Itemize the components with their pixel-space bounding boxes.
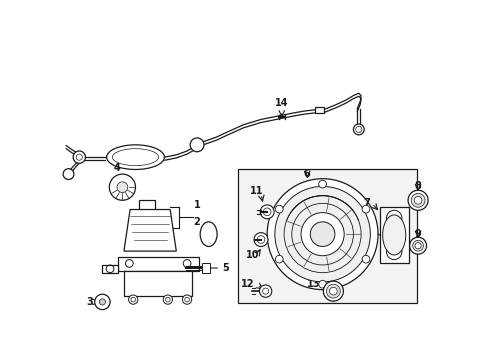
Circle shape [275, 255, 283, 263]
Bar [238, 169, 416, 303]
Circle shape [301, 213, 344, 256]
Circle shape [318, 180, 326, 188]
Text: 12: 12 [241, 279, 254, 289]
Circle shape [260, 205, 274, 219]
Circle shape [259, 285, 271, 297]
Circle shape [407, 190, 427, 210]
Circle shape [163, 295, 172, 304]
Bar [379, 207, 408, 263]
Circle shape [73, 151, 85, 163]
Circle shape [182, 295, 191, 304]
Circle shape [386, 210, 401, 226]
Circle shape [412, 240, 423, 251]
Text: 11: 11 [249, 186, 263, 196]
Text: 6: 6 [303, 169, 310, 179]
Text: 13: 13 [306, 279, 320, 289]
Text: 5: 5 [222, 263, 229, 273]
Circle shape [410, 193, 424, 207]
Text: 7: 7 [363, 198, 369, 208]
Text: 1: 1 [193, 200, 200, 210]
Circle shape [409, 237, 426, 254]
Polygon shape [123, 210, 176, 251]
Circle shape [254, 233, 267, 247]
Text: 8: 8 [414, 181, 421, 191]
Text: 10: 10 [245, 250, 259, 260]
Bar [123, 271, 192, 296]
Circle shape [353, 124, 364, 135]
Text: 9: 9 [414, 229, 421, 239]
Text: 3: 3 [86, 297, 93, 307]
Circle shape [326, 284, 340, 298]
Circle shape [361, 205, 369, 213]
Circle shape [63, 169, 74, 180]
Circle shape [361, 255, 369, 263]
Text: 14: 14 [274, 98, 288, 108]
Circle shape [275, 205, 283, 213]
Text: 4: 4 [113, 163, 120, 172]
Circle shape [109, 174, 135, 200]
Circle shape [99, 299, 105, 305]
Circle shape [95, 294, 110, 310]
Circle shape [274, 186, 369, 282]
Circle shape [117, 182, 127, 193]
Circle shape [323, 281, 343, 301]
Circle shape [414, 243, 420, 249]
Circle shape [318, 280, 326, 288]
Ellipse shape [106, 145, 164, 170]
Circle shape [329, 287, 337, 295]
Polygon shape [102, 265, 118, 273]
Bar [202, 264, 210, 273]
Bar [118, 257, 198, 271]
Ellipse shape [382, 215, 405, 255]
Circle shape [128, 295, 138, 304]
Bar [139, 200, 154, 210]
Circle shape [386, 244, 401, 260]
Circle shape [190, 138, 203, 152]
Text: 2: 2 [193, 217, 200, 227]
Circle shape [266, 179, 377, 289]
Circle shape [413, 197, 421, 204]
Bar [314, 107, 324, 113]
Circle shape [310, 222, 334, 247]
